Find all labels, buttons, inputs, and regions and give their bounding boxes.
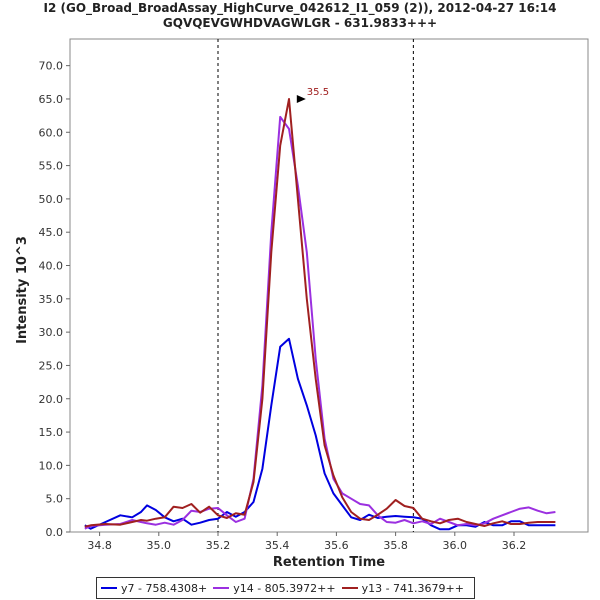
plot-frame	[69, 38, 589, 533]
y-tick-label: 55.0	[39, 160, 64, 173]
y-tick-label: 40.0	[39, 260, 64, 273]
x-tick-label: 35.8	[383, 539, 408, 552]
peak-marker	[296, 94, 306, 103]
x-tick-label: 35.2	[206, 539, 231, 552]
y-axis-label: Intensity 10^3	[15, 236, 30, 344]
legend-item: y13 - 741.3679++	[341, 581, 464, 595]
y-tick-label: 15.0	[39, 426, 64, 439]
y-tick-label: 60.0	[39, 126, 64, 139]
chart-legend: y7 - 758.4308+ y14 - 805.3972++ y13 - 74…	[96, 577, 475, 599]
y-tick-label: 70.0	[39, 60, 64, 73]
x-tick-label: 35.0	[147, 539, 172, 552]
legend-label: y7 - 758.4308+	[121, 581, 208, 595]
y-tick-label: 30.0	[39, 326, 64, 339]
x-tick-label: 34.8	[87, 539, 112, 552]
x-tick-label: 36.2	[502, 539, 527, 552]
legend-item: y14 - 805.3972++	[213, 581, 336, 595]
y-tick-label: 35.0	[39, 293, 64, 306]
peak-label: 35.5	[307, 87, 329, 98]
legend-swatch-y7	[101, 587, 117, 589]
y-tick-label: 50.0	[39, 193, 64, 206]
chart-title: I2 (GO_Broad_BroadAssay_HighCurve_042612…	[43, 1, 557, 15]
series-line-y13	[84, 98, 556, 528]
annotation-layer: 35.5	[296, 87, 329, 103]
y-tick-label: 25.0	[39, 359, 64, 372]
y-tick-label: 5.0	[46, 493, 64, 506]
series-layer	[84, 98, 556, 531]
legend-item: y7 - 758.4308+	[101, 582, 207, 595]
y-tick-label: 65.0	[39, 93, 64, 106]
legend-label: y13 - 741.3679++	[361, 581, 464, 595]
x-tick-label: 35.6	[324, 539, 349, 552]
x-tick-label: 36.0	[443, 539, 468, 552]
legend-swatch-y14	[213, 587, 230, 589]
vline-layer	[217, 39, 414, 532]
y-tick-label: 45.0	[39, 226, 64, 239]
y-tick-label: 20.0	[39, 393, 64, 406]
y-tick-label: 0.0	[46, 526, 64, 539]
y-tick-label: 10.0	[39, 459, 64, 472]
tick-layer: 0.0 5.0 10.0 15.0 20.0 25.0 30.0 35.0 40.0 45.0 50…	[39, 60, 527, 552]
chart-subtitle: GQVQEVGWHDVAGWLGR - 631.9833+++	[162, 16, 438, 30]
legend-label: y14 - 805.3972++	[233, 581, 336, 595]
x-tick-label: 35.4	[265, 539, 290, 552]
legend-swatch-y13	[341, 587, 358, 589]
x-axis-label: Retention Time	[273, 555, 385, 570]
